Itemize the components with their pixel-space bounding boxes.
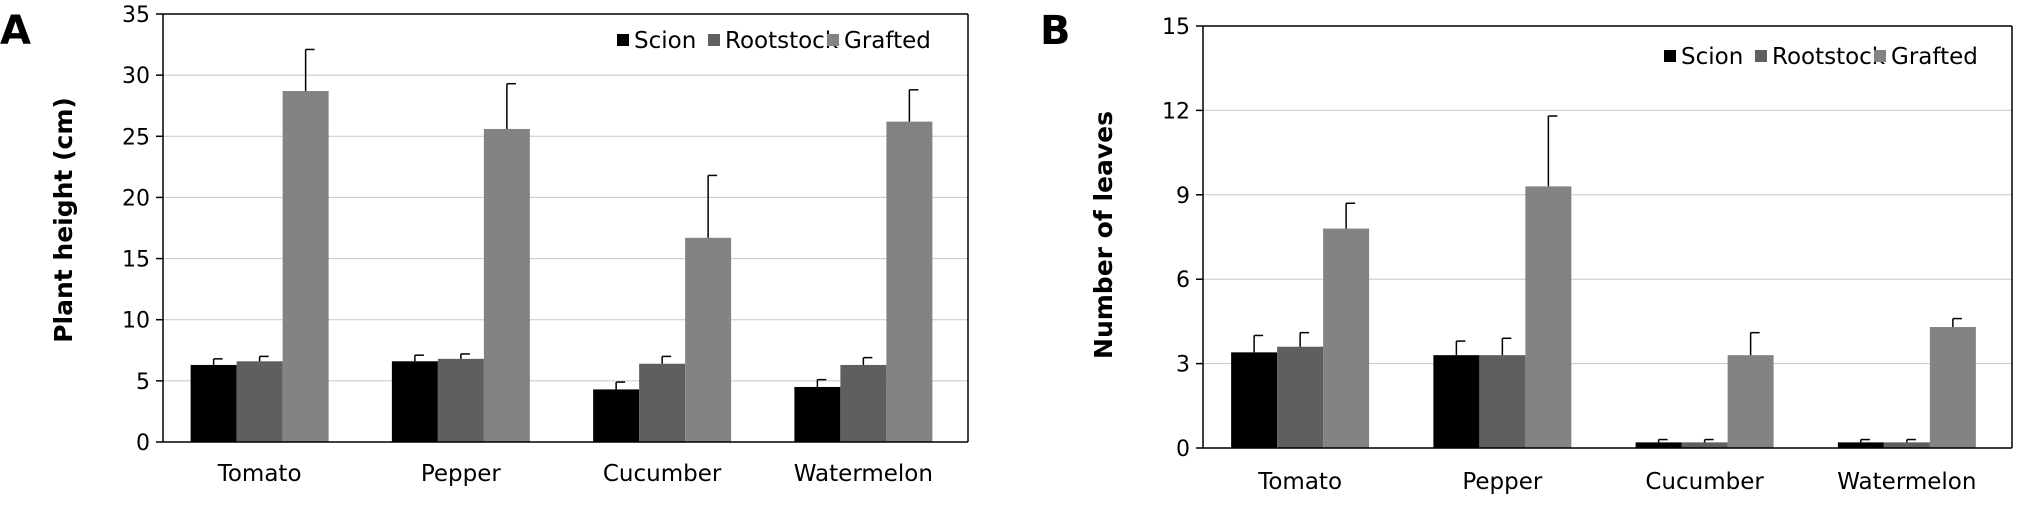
legend-label: Scion bbox=[1681, 44, 1743, 70]
bar bbox=[1727, 355, 1774, 448]
y-tick-label: 0 bbox=[1176, 437, 1190, 462]
panel-label-a: A bbox=[0, 8, 31, 54]
legend-swatch bbox=[1755, 50, 1767, 62]
bar bbox=[840, 364, 887, 442]
legend: Scion Rootstock Grafted bbox=[1664, 44, 1978, 70]
chart-panel-b: B Number of leaves 0 3 6 9 12 15 Tomato Pepper C… bbox=[1040, 8, 2013, 495]
x-tick-label: Watermelon bbox=[1837, 469, 1976, 495]
bar bbox=[1277, 346, 1324, 448]
bar bbox=[794, 386, 841, 442]
bar bbox=[1635, 442, 1682, 448]
x-tick-label: Pepper bbox=[1462, 469, 1543, 495]
bar bbox=[593, 389, 640, 442]
x-tick-label: Tomato bbox=[217, 461, 302, 487]
legend-swatch bbox=[708, 34, 720, 46]
bar bbox=[190, 364, 237, 442]
legend-label: Rootstock bbox=[1772, 44, 1886, 70]
legend-label: Grafted bbox=[1891, 44, 1978, 70]
bar bbox=[391, 361, 438, 442]
panel-label-b: B bbox=[1040, 8, 1071, 54]
bar bbox=[685, 237, 732, 442]
y-tick-label: 12 bbox=[1162, 99, 1190, 124]
bar bbox=[483, 128, 530, 442]
y-tick-label: 15 bbox=[1162, 15, 1190, 40]
y-tick-label: 35 bbox=[122, 3, 150, 28]
legend-swatch bbox=[1664, 50, 1676, 62]
legend-label: Grafted bbox=[844, 28, 931, 54]
bar bbox=[1681, 442, 1728, 448]
y-tick-label: 3 bbox=[1176, 353, 1190, 378]
legend-label: Rootstock bbox=[725, 28, 839, 54]
bar bbox=[437, 358, 484, 442]
bar bbox=[886, 121, 933, 443]
x-tick-label: Cucumber bbox=[603, 461, 722, 487]
bar bbox=[1433, 355, 1480, 448]
bar bbox=[1479, 355, 1526, 448]
chart-panel-a: A Plant height (cm) 0 5 10 15 20 25 30 35 Tomato… bbox=[0, 3, 969, 487]
y-tick-label: 6 bbox=[1176, 268, 1190, 293]
y-axis-label-a: Plant height (cm) bbox=[49, 97, 78, 343]
y-axis-label-b: Number of leaves bbox=[1089, 111, 1118, 359]
bar bbox=[1837, 442, 1884, 448]
x-tick-label: Watermelon bbox=[794, 461, 933, 487]
legend-label: Scion bbox=[634, 28, 696, 54]
y-tick-label: 15 bbox=[122, 248, 150, 273]
bar bbox=[1231, 352, 1278, 448]
y-tick-label: 9 bbox=[1176, 184, 1190, 209]
y-tick-label: 10 bbox=[122, 309, 150, 334]
bar bbox=[236, 361, 283, 442]
bar bbox=[1525, 186, 1572, 449]
x-tick-label: Tomato bbox=[1257, 469, 1342, 495]
bar bbox=[639, 363, 686, 442]
legend: Scion Rootstock Grafted bbox=[617, 28, 931, 54]
y-tick-label: 20 bbox=[122, 186, 150, 211]
y-tick-label: 30 bbox=[122, 64, 150, 89]
y-tick-label: 0 bbox=[136, 431, 150, 456]
legend-swatch bbox=[1874, 50, 1886, 62]
x-tick-label: Cucumber bbox=[1645, 469, 1764, 495]
bar bbox=[1883, 442, 1930, 448]
bar bbox=[1323, 228, 1370, 448]
bar bbox=[282, 91, 329, 442]
y-tick-label: 5 bbox=[136, 370, 150, 395]
y-tick-label: 25 bbox=[122, 125, 150, 150]
legend-swatch bbox=[617, 34, 629, 46]
x-tick-label: Pepper bbox=[421, 461, 502, 487]
legend-swatch bbox=[827, 34, 839, 46]
bar bbox=[1929, 327, 1976, 448]
